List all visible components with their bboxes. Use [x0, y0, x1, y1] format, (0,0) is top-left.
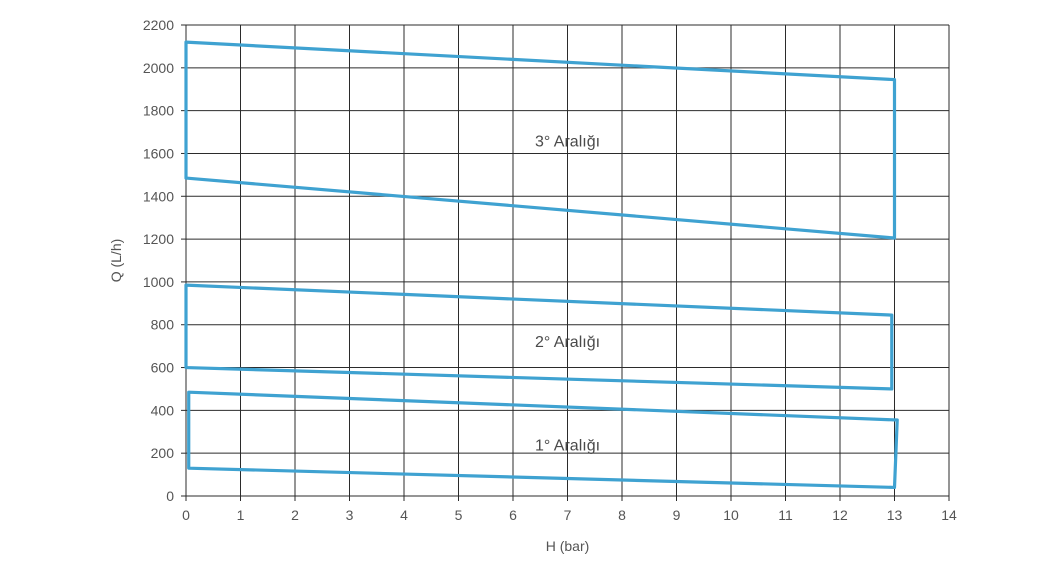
- y-axis-label: Q (L/h): [108, 239, 124, 283]
- x-tick-label: 4: [400, 507, 408, 523]
- y-tick-label: 0: [166, 488, 174, 504]
- region-label: 1° Aralığı: [535, 438, 600, 455]
- region-outline: [184, 40, 897, 240]
- x-axis-label: H (bar): [546, 538, 590, 554]
- y-tick-label: 800: [151, 317, 175, 333]
- x-axis-ticks: 0 1 2 3 4 5 6 7 8 9 10 11 12 13 14: [182, 496, 957, 523]
- chart-grid: [185, 24, 950, 497]
- y-tick-label: 600: [151, 360, 175, 376]
- x-tick-label: 8: [618, 507, 626, 523]
- y-tick-label: 1600: [143, 145, 174, 161]
- x-tick-label: 9: [673, 507, 681, 523]
- y-tick-label: 1000: [143, 274, 174, 290]
- x-tick-label: 3: [346, 507, 354, 523]
- y-tick-label: 2200: [143, 17, 174, 33]
- x-tick-label: 2: [291, 507, 299, 523]
- x-tick-label: 1: [237, 507, 245, 523]
- region-label: 2° Aralığı: [535, 334, 600, 351]
- x-tick-label: 5: [455, 507, 463, 523]
- x-tick-label: 13: [887, 507, 903, 523]
- x-tick-label: 11: [778, 507, 793, 523]
- x-tick-label: 0: [182, 507, 190, 523]
- y-tick-label: 400: [151, 402, 175, 418]
- region-outline: [187, 390, 899, 490]
- y-tick-label: 200: [151, 445, 175, 461]
- x-tick-label: 6: [509, 507, 517, 523]
- y-axis-ticks: 0 200 400 600 800 1000 1200 1400 1600 1800 2000 220…: [143, 17, 186, 504]
- y-tick-label: 1800: [143, 103, 174, 119]
- x-tick-label: 10: [723, 507, 739, 523]
- region-outline: [184, 283, 894, 391]
- x-tick-label: 12: [832, 507, 848, 523]
- x-tick-label: 7: [564, 507, 572, 523]
- chart-regions: 1° Aralığı 2° Aralığı 3° Aralığı: [184, 40, 899, 490]
- region-label: 3° Aralığı: [535, 134, 600, 151]
- y-tick-label: 2000: [143, 60, 174, 76]
- y-tick-label: 1200: [143, 231, 174, 247]
- y-tick-label: 1400: [143, 188, 174, 204]
- x-tick-label: 14: [941, 507, 957, 523]
